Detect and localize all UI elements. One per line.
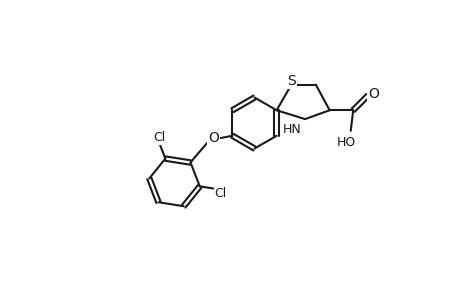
Text: Cl: Cl <box>214 188 226 200</box>
Text: O: O <box>208 131 219 145</box>
Text: HO: HO <box>336 136 356 149</box>
Text: Cl: Cl <box>153 131 165 144</box>
Text: S: S <box>286 74 295 88</box>
Text: HN: HN <box>282 123 301 136</box>
Text: O: O <box>368 87 378 100</box>
